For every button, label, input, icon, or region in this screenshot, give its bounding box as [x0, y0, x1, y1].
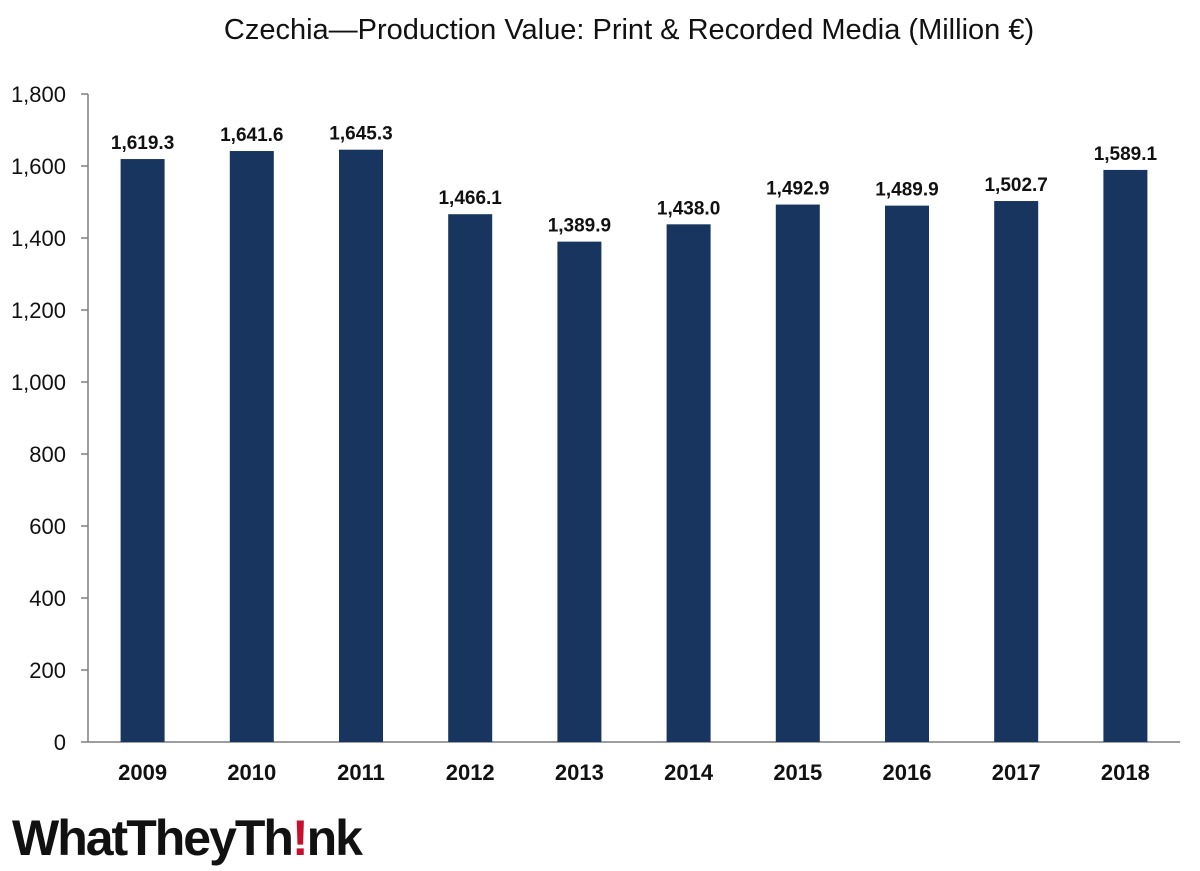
bar [994, 201, 1039, 742]
x-tick-label: 2012 [446, 760, 495, 785]
x-tick-label: 2014 [664, 760, 714, 785]
y-tick-label: 1,000 [11, 370, 66, 395]
y-tick-label: 200 [29, 658, 66, 683]
x-tick-label: 2015 [773, 760, 822, 785]
x-tick-label: 2009 [118, 760, 167, 785]
data-label: 1,438.0 [657, 198, 720, 219]
whattheythink-logo: WhatTheyTh!nk [12, 808, 363, 868]
data-label: 1,641.6 [220, 125, 283, 146]
bar [775, 204, 820, 742]
chart-axes: 0 200 400 600 800 1,000 1,200 1,400 1,600 1,800 [11, 82, 1180, 755]
x-tick-label: 2018 [1101, 760, 1150, 785]
y-tick-label: 1,200 [11, 298, 66, 323]
y-tick-label: 0 [54, 730, 66, 755]
bar [666, 224, 711, 742]
bar [120, 159, 165, 742]
chart-title: Czechia—Production Value: Print & Record… [223, 14, 1035, 46]
data-label: 1,589.1 [1094, 144, 1158, 165]
bar [885, 205, 929, 743]
x-tick-label: 2013 [555, 760, 604, 785]
bar [448, 214, 493, 743]
data-label: 1,502.7 [984, 175, 1047, 196]
x-tick-label: 2010 [227, 760, 276, 785]
x-tick-label: 2017 [992, 760, 1041, 785]
logo-exclamation-mark: ! [291, 810, 309, 866]
x-tick-label: 2016 [883, 760, 932, 785]
data-label: 1,389.9 [548, 216, 611, 237]
chart-bars [120, 149, 1148, 743]
data-label: 1,492.9 [766, 179, 829, 200]
bar [339, 149, 383, 742]
data-label: 1,466.1 [438, 188, 502, 209]
data-label: 1,645.3 [329, 124, 392, 145]
bar [229, 151, 274, 743]
y-tick-label: 400 [29, 586, 66, 611]
chart-labels: 2009 1,619.3 2010 1,641.6 2011 1,645.3 2012 1,4… [111, 124, 1158, 785]
y-tick-label: 1,600 [11, 154, 66, 179]
y-tick-label: 600 [29, 514, 66, 539]
logo-text-after: nk [306, 810, 363, 866]
logo-text-before: WhatTheyTh [12, 810, 294, 866]
bar [557, 241, 602, 743]
bar [1103, 169, 1148, 742]
data-label: 1,489.9 [875, 180, 938, 201]
data-label: 1,619.3 [111, 133, 174, 154]
y-tick-label: 1,400 [11, 226, 66, 251]
x-tick-label: 2011 [337, 760, 385, 785]
y-tick-label: 1,800 [11, 82, 66, 107]
bar-chart: 0 200 400 600 800 1,000 1,200 1,400 1,600 1,800 2… [11, 82, 1180, 785]
y-tick-label: 800 [29, 442, 66, 467]
